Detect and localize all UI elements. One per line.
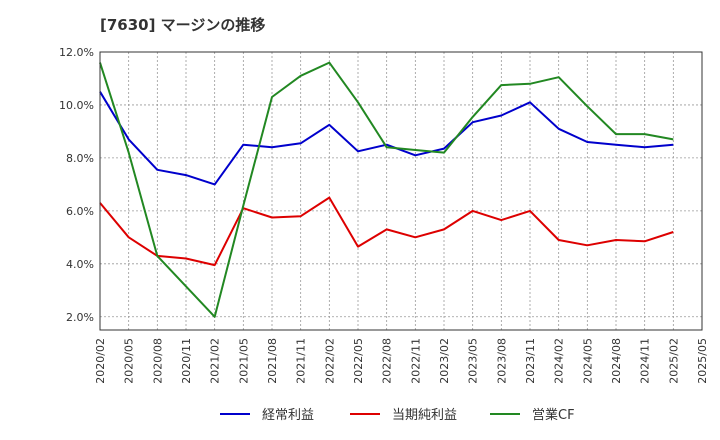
y-tick-label: 2.0%: [66, 311, 94, 324]
x-tick-label: 2022/05: [352, 338, 365, 384]
x-tick-label: 2024/05: [581, 338, 594, 384]
legend: 経常利益 当期純利益 営業CF: [220, 407, 575, 423]
x-tick-label: 2021/11: [295, 338, 308, 384]
series-line-3: [99, 61, 674, 318]
x-tick-label: 2020/02: [94, 338, 107, 384]
x-tick-label: 2022/08: [381, 338, 394, 384]
x-tick-label: 2022/11: [409, 338, 422, 384]
y-tick-label: 12.0%: [59, 46, 94, 59]
plot-frame: [99, 51, 703, 331]
x-tick-label: 2023/11: [524, 338, 537, 384]
x-tick-label: 2020/11: [180, 338, 193, 384]
x-tick-label: 2024/11: [639, 338, 652, 384]
y-tick-label: 6.0%: [66, 205, 94, 218]
y-tick-label: 10.0%: [59, 99, 94, 112]
chart-title: [7630] マージンの推移: [100, 16, 266, 34]
x-tick-label: 2023/02: [438, 338, 451, 384]
legend-label-2: 当期純利益: [392, 408, 457, 423]
series-line-2: [99, 196, 674, 267]
x-tick-label: 2021/08: [266, 338, 279, 384]
x-tick-label: 2021/02: [209, 338, 222, 384]
x-tick-label: 2023/05: [467, 338, 480, 384]
y-tick-labels: 2.0% 4.0% 6.0% 8.0% 10.0% 12.0%: [59, 46, 94, 324]
x-tick-label: 2025/02: [667, 338, 680, 384]
series-line-1: [99, 91, 674, 186]
x-tick-labels: 2020/02 2020/05 2020/08 2020/11 2021/02 2021/…: [94, 338, 709, 384]
series-layer: [99, 61, 674, 318]
x-tick-label: 2024/08: [610, 338, 623, 384]
x-tick-label: 2025/05: [696, 338, 709, 384]
y-tick-label: 4.0%: [66, 258, 94, 271]
grid-layer: [99, 51, 703, 330]
x-tick-label: 2020/08: [151, 338, 164, 384]
x-tick-label: 2023/08: [495, 338, 508, 384]
y-tick-label: 8.0%: [66, 152, 94, 165]
legend-label-3: 営業CF: [532, 407, 575, 423]
x-tick-label: 2021/05: [237, 338, 250, 384]
x-tick-label: 2022/02: [323, 338, 336, 384]
x-tick-label: 2024/02: [553, 338, 566, 384]
x-tick-label: 2020/05: [123, 338, 136, 384]
legend-label-1: 経常利益: [262, 408, 314, 423]
